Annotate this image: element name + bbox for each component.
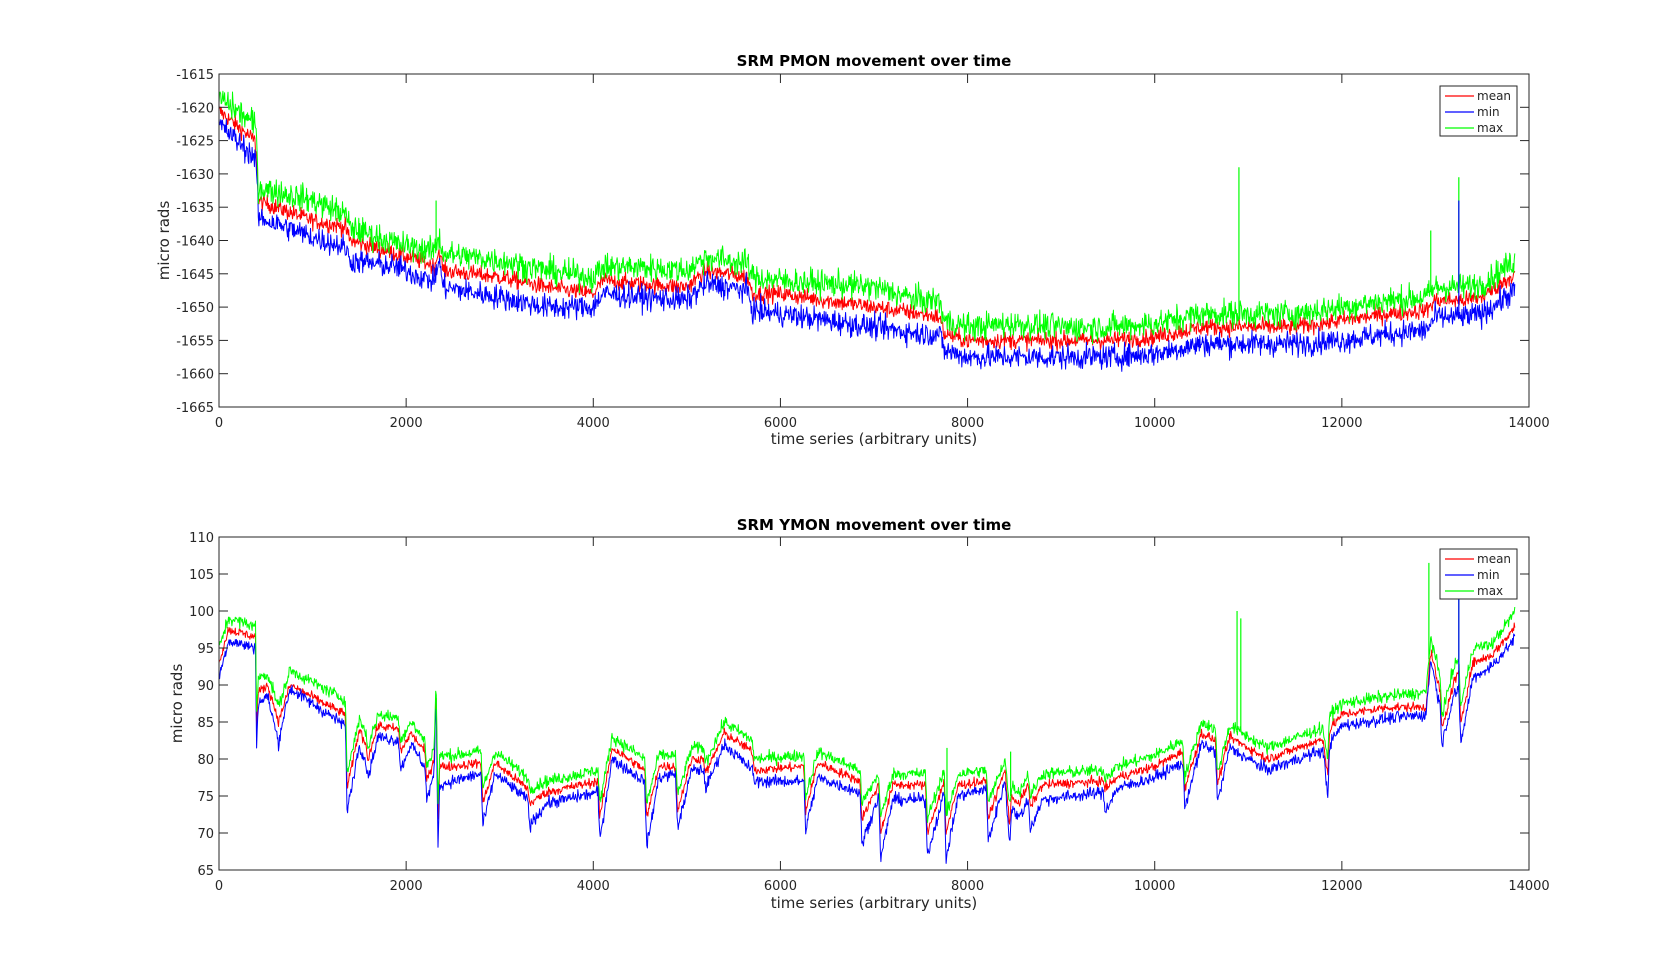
x-tick-label: 10000 (1134, 879, 1175, 894)
y-tick-label: -1650 (176, 301, 214, 316)
y-tick-label: 105 (189, 568, 214, 583)
y-tick-label: 75 (197, 790, 214, 805)
series-layer (219, 90, 1516, 372)
y-tick-label: 65 (197, 864, 214, 879)
legend-label-max: max (1477, 584, 1503, 598)
x-tick-label: 2000 (390, 416, 423, 431)
y-tick-label: -1640 (176, 235, 214, 250)
y-tick-label: 85 (197, 716, 214, 731)
x-tick-label: 8000 (951, 879, 984, 894)
y-tick-label: 110 (189, 531, 214, 546)
x-tick-label: 12000 (1321, 879, 1362, 894)
y-tick-label: -1665 (176, 401, 214, 416)
chart-title: SRM PMON movement over time (737, 52, 1012, 70)
x-tick-label: 0 (215, 416, 223, 431)
ymon-subplot: SRM YMON movement over time 0 2000 4000 600… (168, 516, 1550, 912)
series-line-min (219, 118, 1516, 372)
y-tick-label: 80 (197, 753, 214, 768)
y-tick-label: 95 (197, 642, 214, 657)
x-tick-label: 4000 (577, 416, 610, 431)
x-tick-label: 0 (215, 879, 223, 894)
legend-label-min: min (1477, 568, 1500, 582)
series-line-max (219, 606, 1516, 823)
series-line-mean (219, 106, 1516, 352)
plot-area (219, 537, 1529, 870)
y-axis-label: micro rads (155, 201, 173, 281)
y-tick-label: 90 (197, 679, 214, 694)
legend-label-mean: mean (1477, 89, 1511, 103)
chart-title: SRM YMON movement over time (737, 516, 1012, 534)
plot-area (219, 74, 1529, 407)
x-tick-label: 8000 (951, 416, 984, 431)
series-line-min (219, 633, 1516, 864)
y-tick-label: -1630 (176, 168, 214, 183)
legend-label-min: min (1477, 105, 1500, 119)
legend: mean min max (1439, 548, 1518, 600)
x-tick-label: 10000 (1134, 416, 1175, 431)
x-tick-label: 14000 (1508, 416, 1549, 431)
x-tick-label: 4000 (577, 879, 610, 894)
y-tick-label: 100 (189, 605, 214, 620)
y-tick-label: -1615 (176, 68, 214, 83)
y-tick-label: -1660 (176, 368, 214, 383)
ticks-layer: 0 2000 4000 6000 8000 10000 12000 14000 65 70 75 80… (189, 531, 1550, 894)
ticks-layer: 0 2000 4000 6000 8000 10000 12000 14000 -1615 -16… (176, 68, 1549, 431)
axes-frame (218, 536, 1530, 871)
x-axis-label: time series (arbitrary units) (771, 430, 978, 448)
pmon-subplot: SRM PMON movement over time 0 2000 4000 600… (155, 52, 1550, 448)
legend-box (1439, 85, 1518, 137)
x-tick-label: 6000 (764, 416, 797, 431)
y-tick-label: -1655 (176, 334, 214, 349)
y-tick-label: -1635 (176, 201, 214, 216)
x-tick-label: 14000 (1508, 879, 1549, 894)
legend: mean min max (1439, 85, 1518, 137)
y-tick-label: -1620 (176, 101, 214, 116)
y-tick-label: -1625 (176, 135, 214, 150)
x-tick-label: 12000 (1321, 416, 1362, 431)
y-tick-label: 70 (197, 827, 214, 842)
x-tick-label: 2000 (390, 879, 423, 894)
series-line-max (219, 90, 1516, 345)
x-tick-label: 6000 (764, 879, 797, 894)
legend-label-mean: mean (1477, 552, 1511, 566)
y-axis-label: micro rads (168, 664, 186, 744)
y-tick-label: -1645 (176, 268, 214, 283)
x-axis-label: time series (arbitrary units) (771, 894, 978, 912)
legend-label-max: max (1477, 121, 1503, 135)
